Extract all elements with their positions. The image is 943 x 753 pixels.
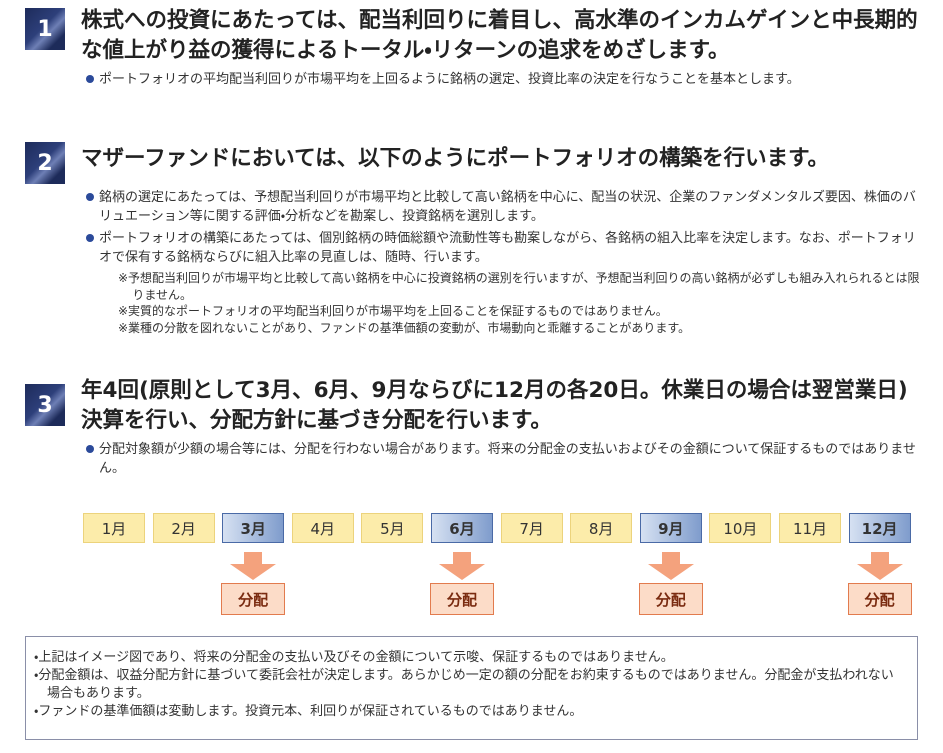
arrow-shape xyxy=(439,552,485,580)
arrow xyxy=(646,552,696,580)
distribution-box: 分配 xyxy=(221,583,286,615)
footer-notes: ・上記はイメージ図であり、将来の分配金の支払い及びその金額について示唆、保証する… xyxy=(25,636,918,740)
month-box: 4月 xyxy=(291,513,354,543)
bullet: 分配対象額が少額の場合等には、分配を行わない場合があります。将来の分配金の支払い… xyxy=(85,440,925,478)
month-box: 1月 xyxy=(83,513,145,543)
arrow-shape xyxy=(647,552,694,580)
section-number: 3 xyxy=(25,384,65,426)
section: 2 マザーファンドにおいては、以下のようにポートフォリオの構築を行います。 銘柄… xyxy=(25,140,925,336)
section: 1 株式への投資にあたっては、配当利回りに着目し、高水準のインカムゲインと中長期… xyxy=(25,6,925,92)
month-box: 8月 xyxy=(570,513,633,543)
month-box: 5月 xyxy=(361,513,424,543)
month-box: 9月 xyxy=(639,513,702,543)
month-box: 7月 xyxy=(500,513,563,543)
month-box: 11月 xyxy=(779,513,841,543)
footer-note: ・ファンドの基準価額は変動します。投資元本、利回りが保証されているものではありま… xyxy=(34,704,583,719)
distribution-box: 分配 xyxy=(430,583,494,615)
month-box: 6月 xyxy=(431,513,493,543)
footer-note: ・上記はイメージ図であり、将来の分配金の支払い及びその金額について示唆、保証する… xyxy=(34,650,674,665)
arrow xyxy=(437,552,487,580)
distribution-box: 分配 xyxy=(638,583,703,615)
month-box: 10月 xyxy=(709,513,772,543)
bullet-list: 銘柄の選定にあたっては、予想配当利回りが市場平均と比較して高い銘柄を中心に、配当… xyxy=(85,188,925,267)
section: 3 年4回(原則として3月、6月、9月ならびに12月の各20日。休業日の場合は翌… xyxy=(25,376,925,481)
month-box: 12月 xyxy=(848,513,911,543)
arrow-shape xyxy=(230,552,277,580)
section-number: 2 xyxy=(25,142,65,184)
arrow xyxy=(855,552,905,580)
bullet-list: 分配対象額が少額の場合等には、分配を行わない場合があります。将来の分配金の支払い… xyxy=(85,440,925,478)
month-box: 3月 xyxy=(222,513,285,543)
note: ※予想配当利回りが市場平均と比較して高い銘柄を中心に投資銘柄の選別を行いますが、… xyxy=(118,271,920,302)
footer-note: ・分配金額は、収益分配方針に基づいて委託会社が決定します。あらかじめ一定の額の分… xyxy=(34,668,894,701)
section-number: 1 xyxy=(25,8,65,50)
bullet-list: ポートフォリオの平均配当利回りが市場平均を上回るように銘柄の選定、投資比率の決定… xyxy=(85,70,925,89)
notes: ※予想配当利回りが市場平均と比較して高い銘柄を中心に投資銘柄の選別を行いますが、… xyxy=(118,270,925,336)
arrow xyxy=(228,552,278,580)
bullet: ポートフォリオの構築にあたっては、個別銘柄の時価総額や流動性等も勘案しながら、各… xyxy=(85,229,925,267)
month-box: 2月 xyxy=(152,513,215,543)
bullet: 銘柄の選定にあたっては、予想配当利回りが市場平均と比較して高い銘柄を中心に、配当… xyxy=(85,188,925,226)
section-heading: 年4回(原則として3月、6月、9月ならびに12月の各20日。休業日の場合は翌営業… xyxy=(81,378,908,433)
note: ※実質的なポートフォリオの平均配当利回りが市場平均を上回ることを保証するものでは… xyxy=(118,304,668,318)
arrow-shape xyxy=(856,552,903,580)
note: ※業種の分散を図れないことがあり、ファンドの基準価額の変動が、市場動向と乖離する… xyxy=(118,320,691,335)
section-heading: マザーファンドにおいては、以下のようにポートフォリオの構築を行います。 xyxy=(81,146,829,171)
bullet: ポートフォリオの平均配当利回りが市場平均を上回るように銘柄の選定、投資比率の決定… xyxy=(85,70,925,89)
distribution-box: 分配 xyxy=(847,583,912,615)
section-heading: 株式への投資にあたっては、配当利回りに着目し、高水準のインカムゲインと中長期的な… xyxy=(81,8,918,63)
